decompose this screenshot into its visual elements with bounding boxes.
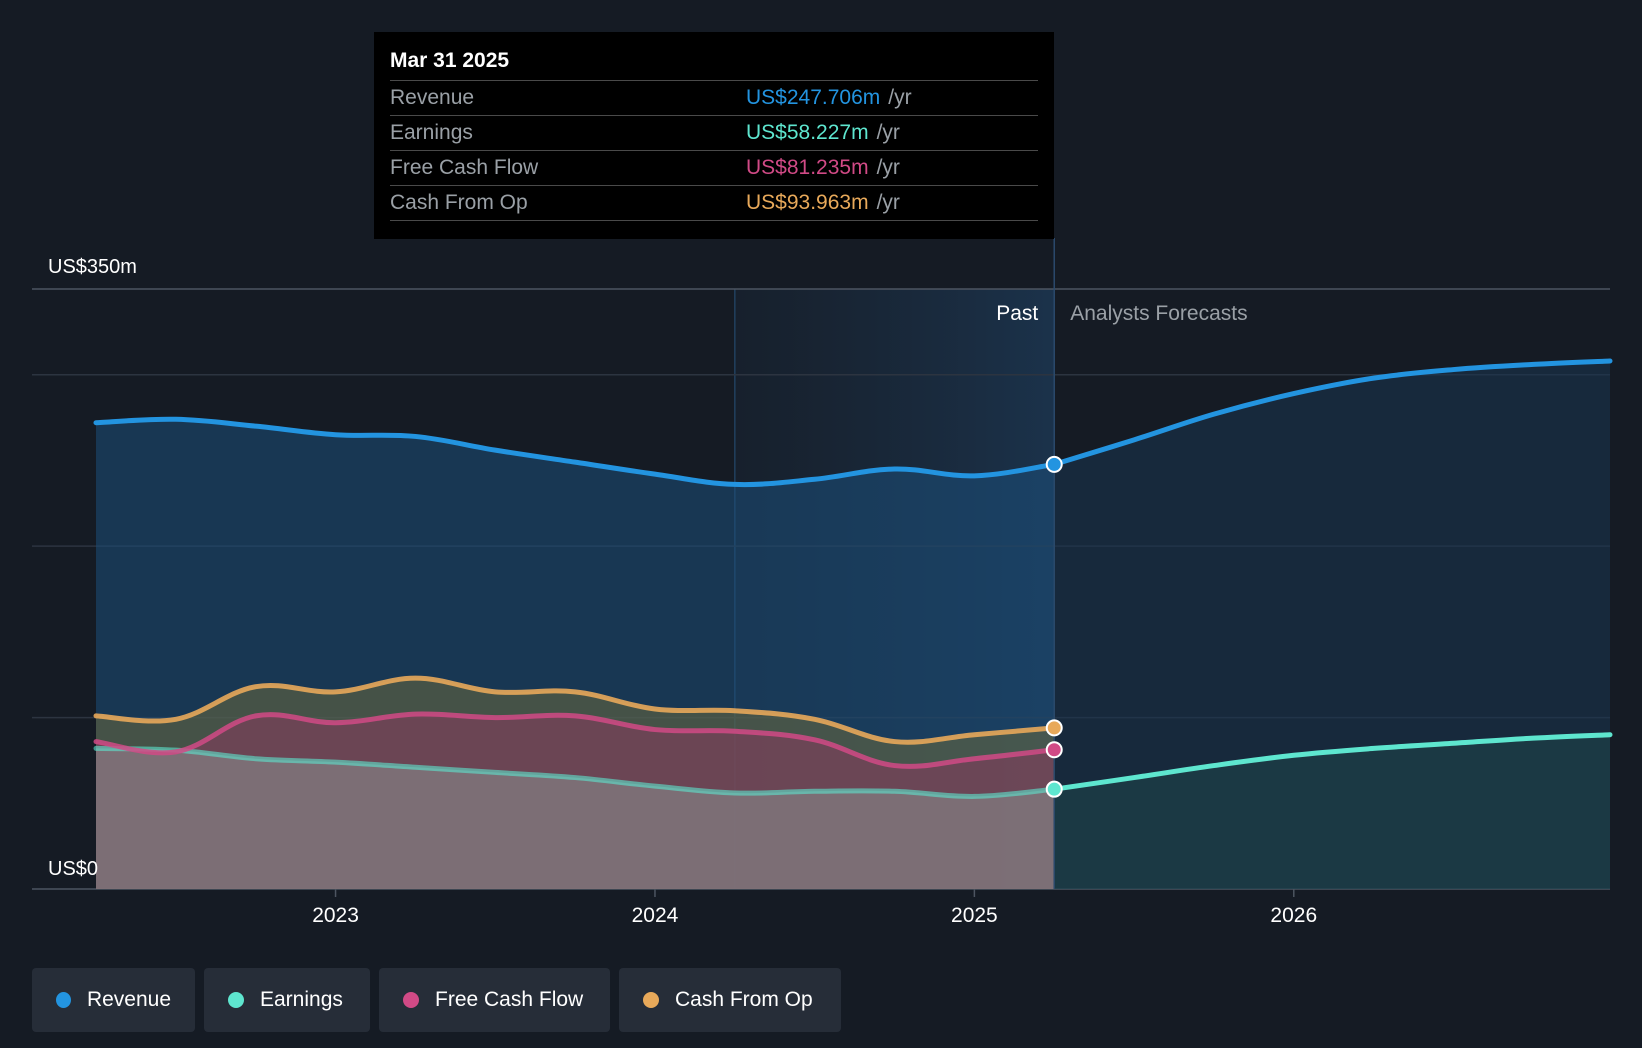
tooltip-label: Revenue	[390, 86, 475, 109]
earnings-dot-icon	[228, 992, 244, 1008]
x-tick-label: 2026	[1270, 904, 1317, 927]
earnings-line	[93, 745, 1057, 799]
past-label: Past	[996, 302, 1038, 325]
legend-label: Earnings	[260, 988, 343, 1011]
legend-item-cash-from-op[interactable]: Cash From Op	[619, 968, 841, 1032]
free-cash-flow-marker	[1045, 741, 1063, 759]
x-tick-label: 2023	[312, 904, 359, 927]
tooltip-unit: /yr	[876, 191, 900, 214]
tooltip-value: US$81.235m	[746, 156, 869, 179]
legend-label: Cash From Op	[675, 988, 813, 1011]
tooltip-value: US$58.227m	[746, 121, 869, 144]
chart-legend: Revenue Earnings Free Cash Flow Cash Fro…	[32, 968, 841, 1032]
cash-from-op-marker	[1045, 719, 1063, 737]
tooltip-unit: /yr	[888, 86, 912, 109]
revenue-marker	[1045, 455, 1063, 473]
legend-item-revenue[interactable]: Revenue	[32, 968, 195, 1032]
earnings-area	[96, 748, 1055, 889]
tooltip-row-cash-from-op: Cash From Op US$93.963m /yr	[390, 185, 1038, 221]
tooltip-value: US$93.963m	[746, 191, 869, 214]
free-cash-flow-dot-icon	[403, 992, 419, 1008]
tooltip-row-earnings: Earnings US$58.227m /yr	[390, 115, 1038, 150]
y-tick-label: US$350m	[48, 256, 137, 278]
revenue-forecast-line	[1051, 358, 1613, 467]
tooltip-value: US$247.706m	[746, 86, 881, 109]
tooltip-unit: /yr	[876, 156, 900, 179]
legend-label: Free Cash Flow	[435, 988, 584, 1011]
tooltip-row-free-cash-flow: Free Cash Flow US$81.235m /yr	[390, 150, 1038, 185]
data-tooltip: Mar 31 2025 Revenue US$247.706m /yr Earn…	[374, 32, 1054, 239]
x-tick-label: 2025	[951, 904, 998, 927]
tooltip-row-revenue: Revenue US$247.706m /yr	[390, 80, 1038, 115]
cash-from-op-dot-icon	[643, 992, 659, 1008]
tooltip-date: Mar 31 2025	[390, 49, 510, 72]
forecast-label: Analysts Forecasts	[1070, 302, 1247, 325]
tooltip-label: Free Cash Flow	[390, 156, 539, 179]
revenue-dot-icon	[56, 992, 71, 1008]
earnings-forecast-line	[1051, 732, 1613, 792]
legend-item-earnings[interactable]: Earnings	[204, 968, 370, 1032]
legend-label: Revenue	[86, 988, 171, 1011]
tooltip-label: Earnings	[390, 121, 473, 144]
legend-item-free-cash-flow[interactable]: Free Cash Flow	[379, 968, 610, 1032]
revenue-line	[93, 416, 1057, 488]
earnings-forecast-area	[1054, 734, 1610, 889]
earnings-marker	[1045, 780, 1063, 798]
tooltip-unit: /yr	[876, 121, 900, 144]
tooltip-label: Cash From Op	[390, 191, 528, 214]
free-cash-flow-line	[93, 711, 1057, 769]
x-tick-label: 2024	[632, 904, 679, 927]
cash-from-op-line	[93, 675, 1057, 745]
y-tick-label: US$0	[48, 858, 98, 880]
